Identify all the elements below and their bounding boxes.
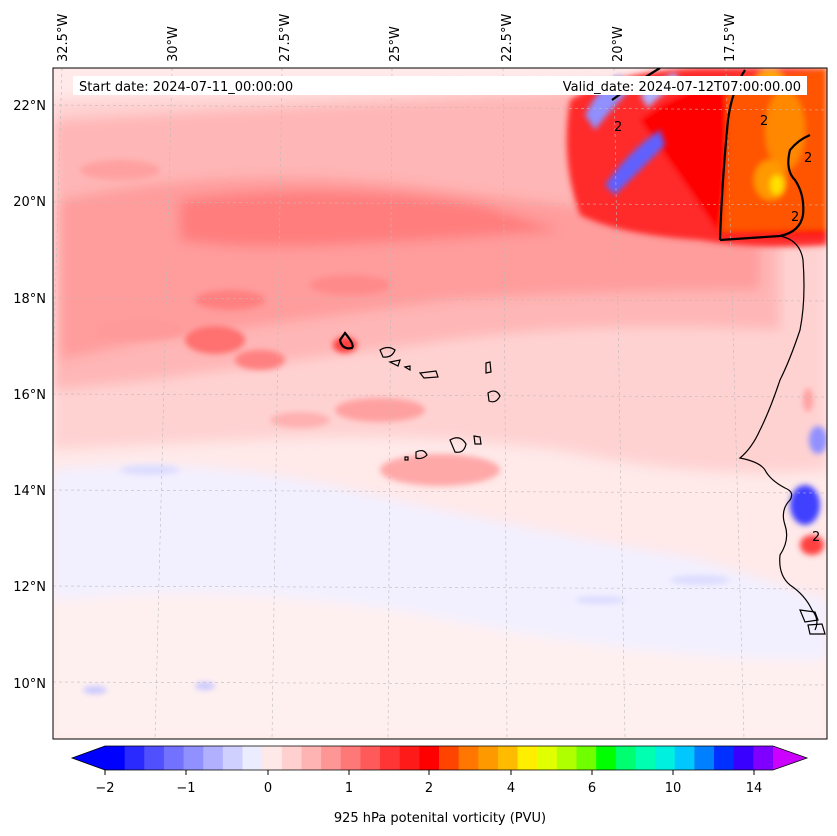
lat-label: 18°N xyxy=(13,292,46,307)
lon-label: 20°W xyxy=(611,26,626,62)
colorbar-cell xyxy=(360,746,381,770)
colorbar-cell xyxy=(733,746,754,770)
graticule xyxy=(53,68,827,739)
lat-label: 22°N xyxy=(13,99,46,114)
contour-label: 2 xyxy=(804,151,812,166)
latitude-labels: 22°N 20°N 18°N 16°N 14°N 12°N 10°N xyxy=(13,99,46,692)
start-date-box xyxy=(73,76,443,95)
low-pv-region xyxy=(53,465,827,739)
lon-label: 27.5°W xyxy=(278,14,293,62)
lon-label: 22.5°W xyxy=(500,14,515,62)
colorbar-cell xyxy=(674,746,695,770)
colorbar-tick-label: 6 xyxy=(588,781,596,796)
colorbar-cell xyxy=(124,746,145,770)
colorbar-tick-label: 0 xyxy=(264,781,272,796)
colorbar: −2 −1 0 1 2 4 6 10 14 925 hPa potenital … xyxy=(70,745,809,826)
colorbar-cell xyxy=(301,746,322,770)
colorbar-cell xyxy=(105,746,126,770)
colorbar-cell xyxy=(262,746,283,770)
colorbar-tick-label: 2 xyxy=(425,781,433,796)
contour-label: 2 xyxy=(614,120,622,135)
colorbar-cell xyxy=(635,746,656,770)
start-date-label: Start date: 2024-07-11_00:00:00 xyxy=(79,80,293,95)
colorbar-cell xyxy=(183,746,204,770)
colorbar-cell xyxy=(497,746,518,770)
lon-label: 30°W xyxy=(166,26,181,62)
lon-label: 32.5°W xyxy=(56,14,71,62)
lat-label: 12°N xyxy=(13,580,46,595)
lat-label: 10°N xyxy=(13,677,46,692)
colorbar-cells xyxy=(105,746,774,770)
colorbar-ticks xyxy=(104,770,755,775)
colorbar-cell xyxy=(242,746,263,770)
islands xyxy=(379,346,501,461)
colorbar-cell xyxy=(537,746,558,770)
colorbar-cell xyxy=(556,746,577,770)
contour-label: 2 xyxy=(812,530,820,545)
valid-date-box xyxy=(440,76,807,95)
pv-streaks xyxy=(80,160,730,694)
colorbar-cell xyxy=(163,746,184,770)
colorbar-tick-label: 10 xyxy=(665,781,682,796)
lat-label: 20°N xyxy=(13,195,46,210)
colorbar-cell xyxy=(714,746,735,770)
lon-label: 17.5°W xyxy=(723,14,738,62)
colorbar-cell xyxy=(517,746,538,770)
colorbar-cell xyxy=(419,746,440,770)
colorbar-cell xyxy=(615,746,636,770)
colorbar-cell xyxy=(203,746,224,770)
coastline xyxy=(738,235,826,635)
longitude-labels: 32.5°W 30°W 27.5°W 25°W 22.5°W 20°W 17.5… xyxy=(56,14,738,62)
colorbar-cell xyxy=(399,746,420,770)
lat-label: 14°N xyxy=(13,484,46,499)
contour-label: 2 xyxy=(760,114,768,129)
colorbar-tick-label: −1 xyxy=(176,781,195,796)
colorbar-tick-label: 4 xyxy=(507,781,515,796)
colorbar-tick-label: 14 xyxy=(746,781,763,796)
lon-label: 25°W xyxy=(388,26,403,62)
colorbar-tick-labels: −2 −1 0 1 2 4 6 10 14 xyxy=(95,781,762,796)
colorbar-cell xyxy=(321,746,342,770)
colorbar-cell xyxy=(694,746,715,770)
colorbar-cell xyxy=(222,746,243,770)
colorbar-over-arrow xyxy=(773,746,807,770)
contour-labels: 2 2 2 2 2 xyxy=(614,114,820,545)
high-pv-region xyxy=(566,68,827,247)
contour-label: 2 xyxy=(791,210,799,225)
valid-date-label: Valid_date: 2024-07-12T07:00:00.00 xyxy=(563,80,801,95)
colorbar-cell xyxy=(144,746,165,770)
colorbar-cell xyxy=(478,746,499,770)
map-panel: 2 2 2 2 2 Start date: 20 xyxy=(53,68,827,739)
colorbar-cell xyxy=(576,746,597,770)
colorbar-cell xyxy=(439,746,460,770)
colorbar-cell xyxy=(458,746,479,770)
lat-label: 16°N xyxy=(13,388,46,403)
map-frame xyxy=(52,67,828,740)
colorbar-cell xyxy=(281,746,302,770)
colorbar-cell xyxy=(340,746,361,770)
colorbar-cell xyxy=(753,746,774,770)
info-boxes: Start date: 2024-07-11_00:00:00 Valid_da… xyxy=(73,76,807,95)
colorbar-tick-label: −2 xyxy=(95,781,114,796)
colorbar-cell xyxy=(655,746,676,770)
colorbar-cell xyxy=(380,746,401,770)
colorbar-title: 925 hPa potenital vorticity (PVU) xyxy=(334,811,546,826)
colorbar-tick-label: 1 xyxy=(345,781,353,796)
colorbar-under-arrow xyxy=(72,746,105,770)
colorbar-cell xyxy=(596,746,617,770)
